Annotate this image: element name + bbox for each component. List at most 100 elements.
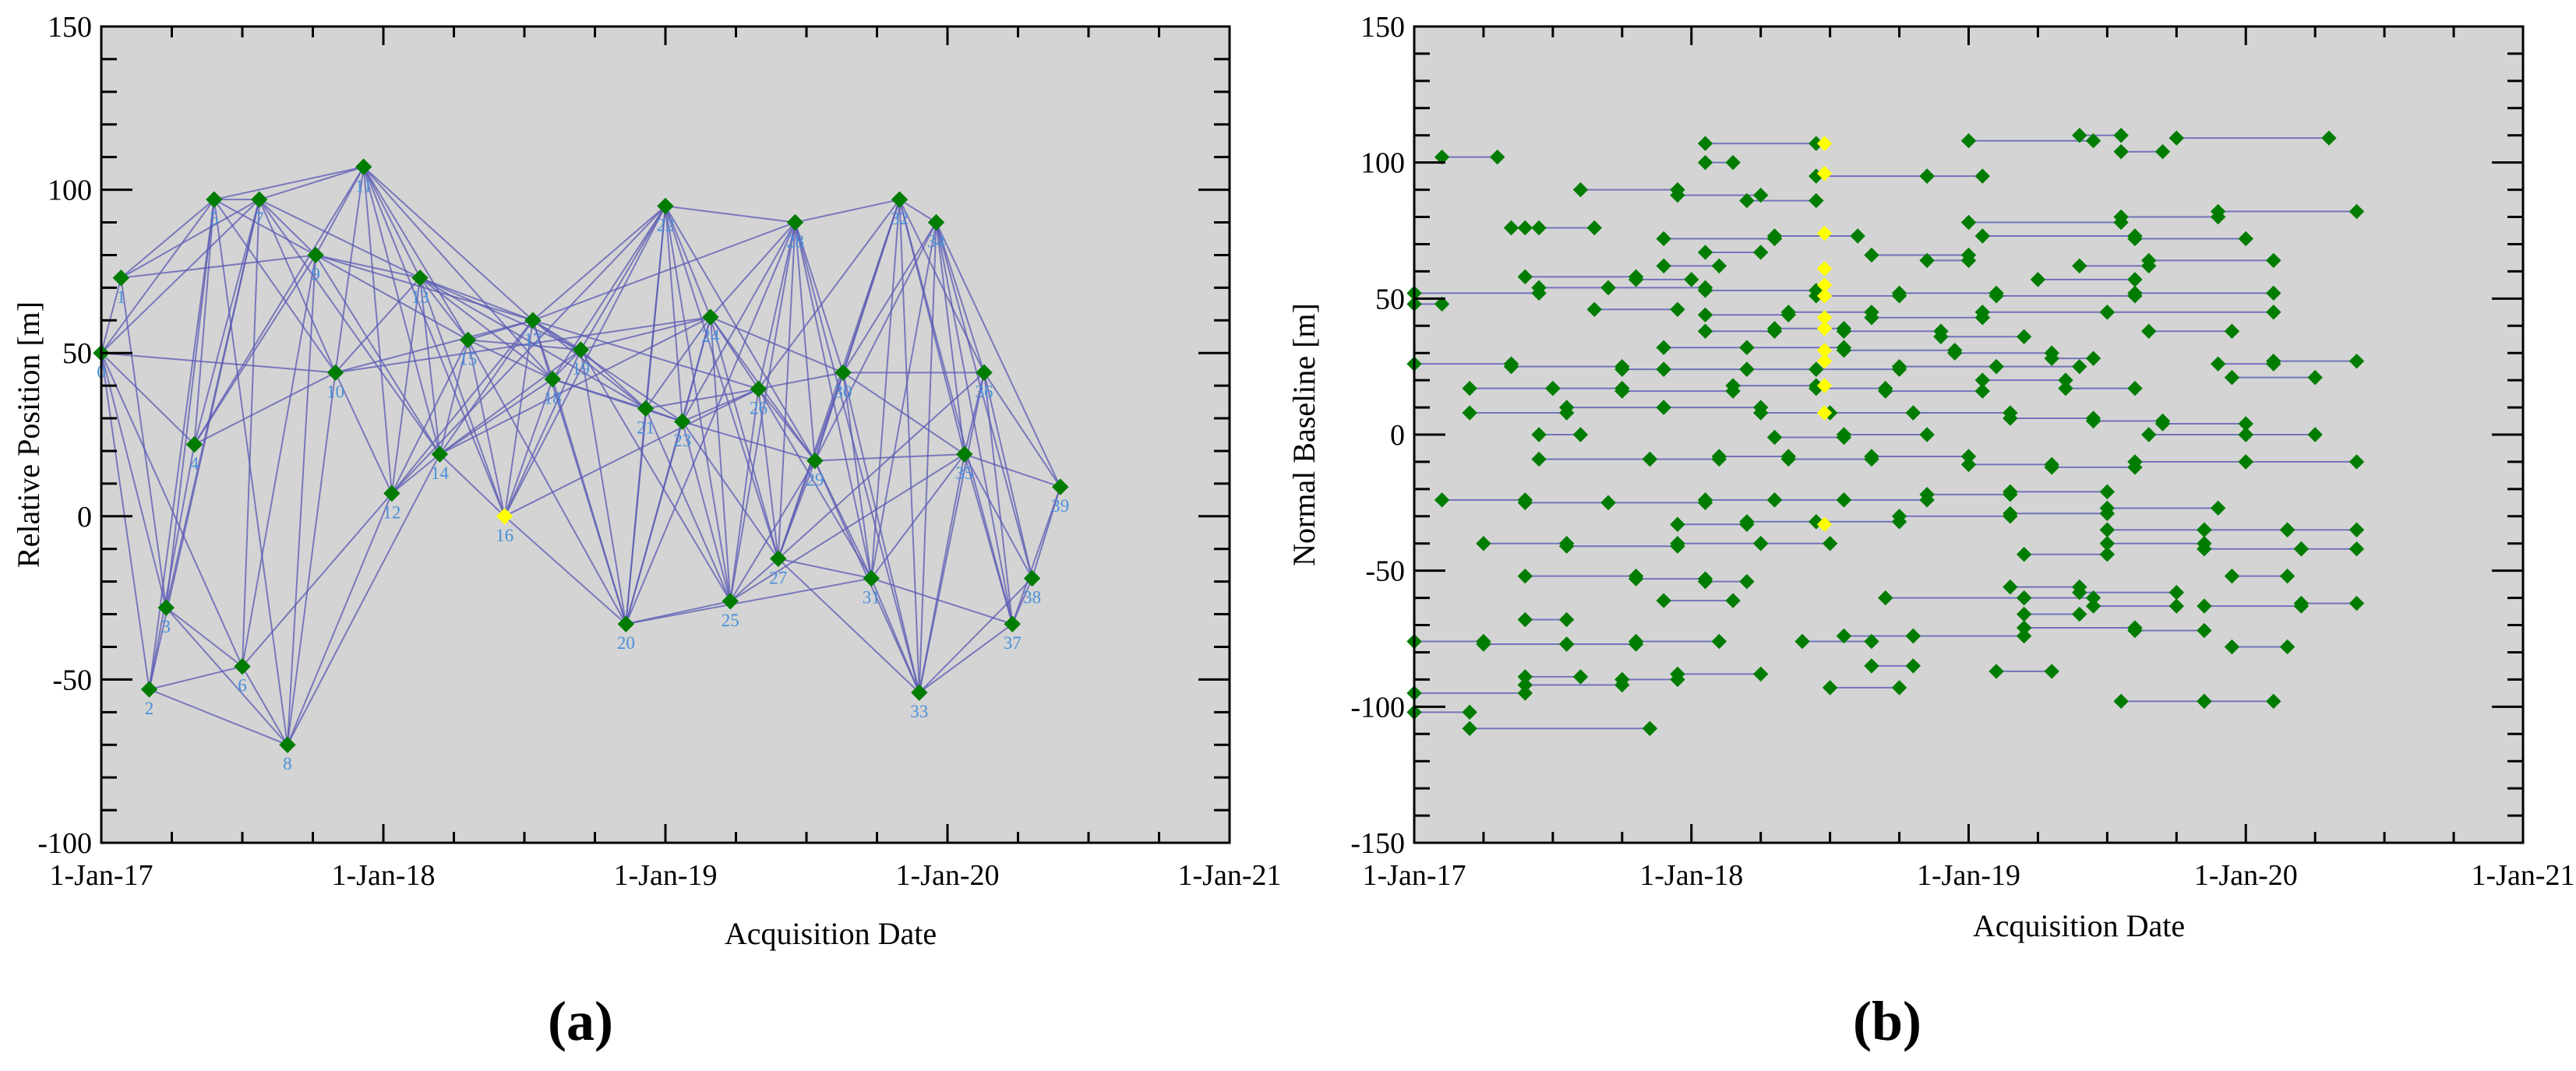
baseline-point <box>2113 693 2129 710</box>
baseline-point <box>2154 143 2171 160</box>
network-node <box>411 270 429 287</box>
network-edge <box>918 222 937 693</box>
network-edge <box>870 199 901 579</box>
network-edge <box>935 222 986 373</box>
baseline-point <box>1642 720 1658 736</box>
baseline-point <box>1905 658 1921 674</box>
baseline-point <box>1656 361 1671 377</box>
network-edge <box>794 222 920 693</box>
reference-point <box>1816 225 1833 241</box>
network-edge <box>503 349 582 517</box>
y-tick-label: -50 <box>52 664 92 696</box>
network-edge <box>315 166 365 255</box>
network-edge <box>149 689 288 746</box>
network-edge <box>645 388 759 410</box>
baseline-point <box>2266 353 2281 369</box>
network-edge <box>665 206 779 559</box>
network-edge <box>729 460 816 602</box>
baseline-point <box>2279 568 2295 584</box>
network-node <box>157 599 175 616</box>
baseline-point <box>1642 451 1658 467</box>
baseline-point <box>1572 181 1589 198</box>
node-label: 14 <box>431 463 450 483</box>
network-edge <box>709 317 732 601</box>
baseline-point <box>2197 541 2212 557</box>
network-edge <box>532 205 666 322</box>
baseline-point <box>1572 669 1589 685</box>
x-axis-label-a: Acquisition Date <box>725 916 937 951</box>
network-edge <box>258 199 337 373</box>
baseline-point <box>2266 693 2281 710</box>
y-tick-label: 0 <box>77 501 92 534</box>
baseline-point <box>2141 252 2157 269</box>
baseline-point <box>2224 568 2240 584</box>
baseline-point <box>1752 666 1769 682</box>
node-label: 21 <box>637 417 655 437</box>
network-edge <box>419 277 469 341</box>
baseline-point <box>2127 454 2143 470</box>
baseline-point <box>1558 400 1575 415</box>
network-edge <box>552 379 627 625</box>
y-tick-label: -100 <box>1350 691 1405 724</box>
network-edge <box>242 492 393 668</box>
network-node <box>617 615 635 632</box>
network-node <box>806 452 824 470</box>
baseline-point <box>2238 231 2253 247</box>
node-label-layer-a: 0123456789101112131415161718192021222324… <box>97 176 1069 773</box>
network-edge <box>120 199 215 279</box>
network-node <box>722 593 739 610</box>
network-edge <box>439 378 553 455</box>
baseline-point <box>1905 628 1921 644</box>
baseline-point <box>1517 669 1533 685</box>
network-edge <box>419 277 534 322</box>
baseline-point <box>1503 220 1519 236</box>
network-edge <box>644 408 732 602</box>
baseline-point <box>2348 454 2365 470</box>
baseline-point <box>2266 305 2281 320</box>
network-edge <box>580 349 627 625</box>
network-edge <box>213 199 288 745</box>
network-edge <box>898 199 1014 625</box>
network-edge <box>193 199 260 445</box>
network-edge <box>665 206 816 462</box>
baseline-point <box>1656 400 1671 415</box>
baseline-point <box>1739 192 1755 209</box>
baseline-point <box>2072 584 2087 601</box>
network-edge <box>935 222 965 455</box>
network-edge <box>778 558 872 580</box>
node-label: 38 <box>1023 587 1041 607</box>
tick-labels-b: -150 -100 -50 0 50 100 150 1-Jan-17 1-Jan-18 1-Ja… <box>1350 11 2574 892</box>
node-label: 2 <box>145 699 154 718</box>
network-node <box>185 435 203 453</box>
network-edge <box>101 352 243 668</box>
baseline-point <box>1462 380 1477 396</box>
baseline-point <box>1739 361 1755 377</box>
baseline-point <box>1725 593 1741 608</box>
baseline-point <box>2266 285 2281 301</box>
node-label: 19 <box>572 359 590 379</box>
network-edge <box>794 222 845 373</box>
baseline-point <box>1752 536 1769 551</box>
baseline-point <box>2348 203 2365 220</box>
baseline-point <box>1739 573 1755 590</box>
baseline-point <box>2154 416 2171 432</box>
baseline-point <box>1919 252 1935 269</box>
baseline-point <box>1517 495 1533 511</box>
baseline-point <box>1725 154 1741 171</box>
baseline-point <box>1697 283 1713 298</box>
baseline-point <box>1766 321 1783 336</box>
network-edge <box>963 372 986 455</box>
baseline-point <box>1517 269 1533 285</box>
network-edge <box>935 222 1061 488</box>
reference-point <box>1816 405 1833 421</box>
node-label: 12 <box>383 502 401 522</box>
baseline-point <box>1656 593 1671 608</box>
network-node <box>770 550 787 568</box>
network-edge <box>681 316 711 422</box>
network-edge <box>193 199 215 445</box>
node-layer-a <box>93 158 1069 753</box>
network-edge <box>193 254 316 446</box>
network-edge <box>101 352 168 608</box>
baseline-point <box>2085 598 2101 614</box>
